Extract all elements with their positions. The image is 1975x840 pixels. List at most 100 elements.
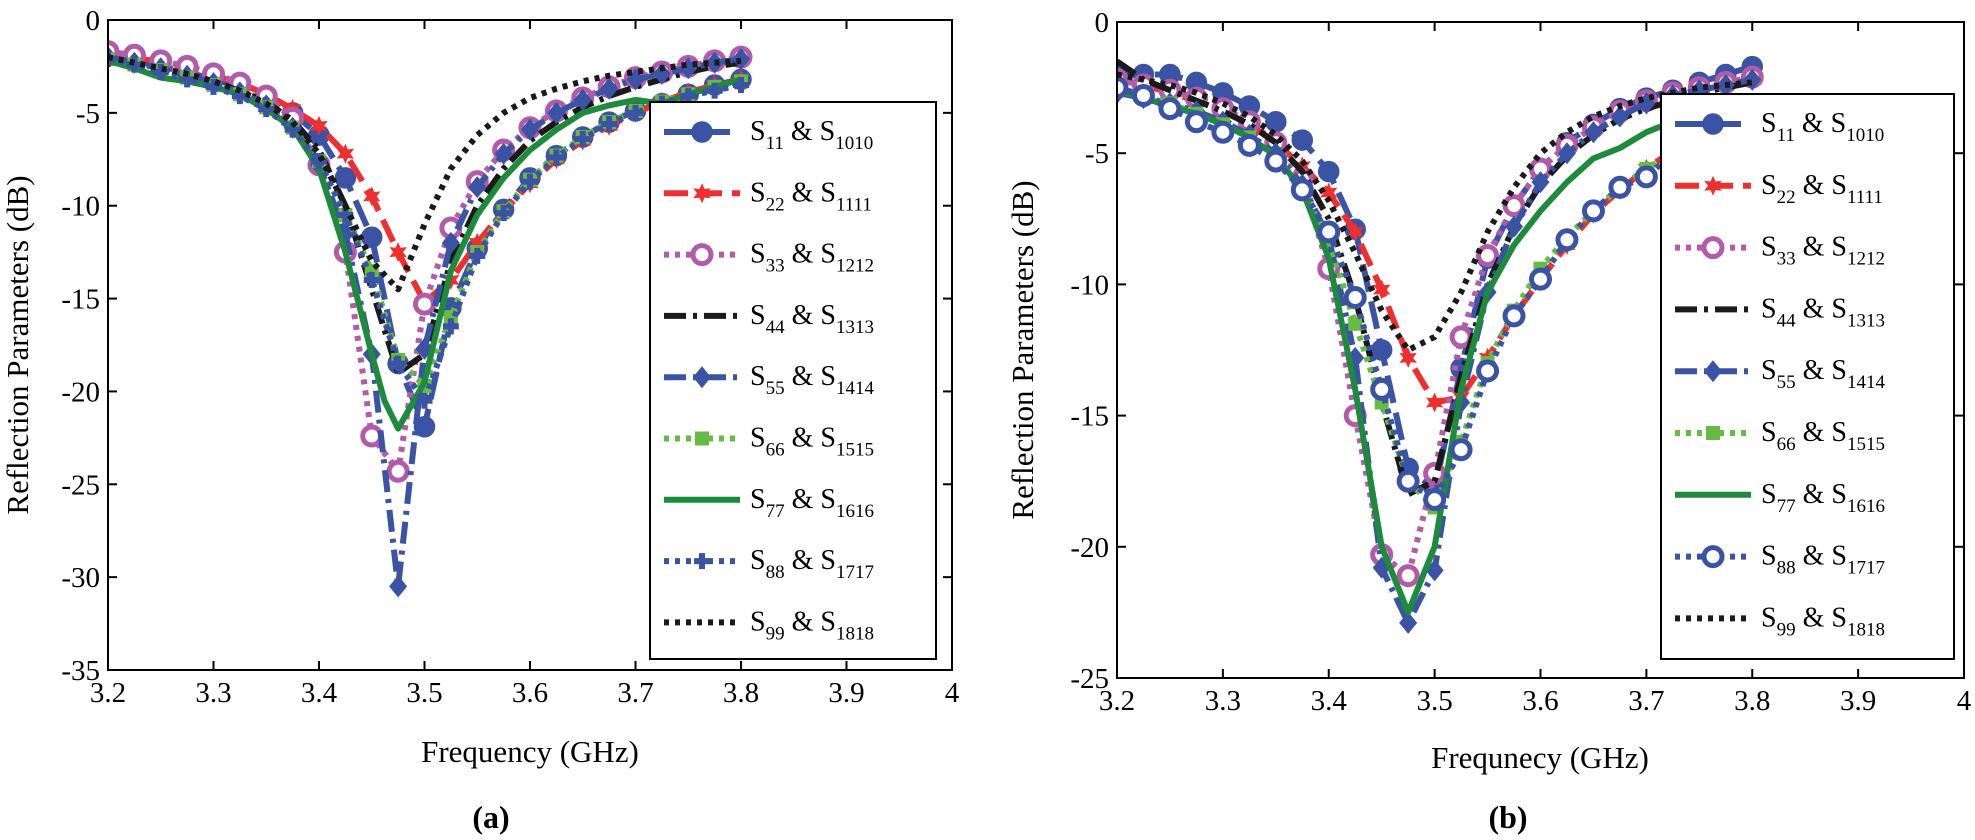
legend-marker-a-22	[693, 183, 711, 204]
data-point-a-22	[389, 242, 407, 263]
data-point-b-11	[1370, 339, 1393, 361]
legend-item-b-44: S44 & S1313	[1675, 293, 1885, 331]
data-point-a-88	[548, 149, 565, 166]
x-tick-label-b: 4	[1957, 685, 1972, 717]
x-tick-label-a: 3.8	[723, 677, 759, 709]
data-point-b-22	[1320, 182, 1338, 203]
data-point-a-88	[390, 355, 407, 372]
data-point-b-11	[1291, 129, 1314, 151]
data-point-a-88	[363, 272, 380, 288]
data-point-b-33	[1396, 564, 1420, 588]
legend-label-b-77: S77 & S1616	[1761, 479, 1885, 517]
data-point-b-88	[1608, 175, 1632, 199]
y-tick-label-a: -35	[61, 655, 100, 687]
legend-item-b-33: S33 & S1212	[1675, 232, 1885, 270]
y-tick-label-a: -30	[61, 562, 100, 594]
legend-item-a-33: S33 & S1212	[664, 239, 874, 277]
data-point-a-88	[627, 104, 644, 121]
data-point-b-55	[1557, 142, 1576, 165]
data-point-b-88	[1158, 97, 1182, 121]
data-point-b-22	[1346, 221, 1364, 242]
legend-marker-b-88	[1701, 545, 1725, 569]
x-tick-label-a: 3.2	[90, 677, 126, 709]
series-line-b-99	[1117, 71, 1753, 353]
x-tick-label-a: 3.4	[301, 677, 338, 709]
legend-marker-b-33	[1701, 236, 1725, 260]
data-point-a-88	[495, 205, 512, 222]
data-point-a-88	[442, 318, 459, 335]
data-point-a-22	[310, 115, 328, 136]
data-point-a-88	[601, 116, 618, 132]
data-point-b-11	[1265, 110, 1287, 133]
data-point-b-88	[1581, 199, 1605, 223]
legend-item-a-22: S22 & S1111	[664, 177, 872, 215]
y-axis-label-a: Reflection Parameters (dB)	[0, 175, 35, 514]
data-point-b-88	[1370, 377, 1394, 401]
series-line-a-44	[108, 54, 742, 376]
series-line-a-22	[108, 50, 742, 306]
series-b-44	[1117, 58, 1753, 498]
series-a-44	[108, 54, 742, 376]
y-tick-label-a: -5	[76, 98, 100, 130]
series-a-99	[108, 54, 742, 293]
legend-label-b-22: S22 & S1111	[1761, 170, 1883, 208]
legend-item-b-22: S22 & S1111	[1675, 170, 1883, 208]
x-tick-label-a: 3.3	[195, 677, 231, 709]
legend-item-a-77: S77 & S1616	[664, 484, 874, 522]
legend-item-b-88: S88 & S1717	[1675, 541, 1885, 579]
x-tick-label-b: 3.4	[1311, 685, 1348, 717]
legend-item-b-55: S55 & S1414	[1675, 355, 1885, 393]
data-point-b-88	[1476, 359, 1500, 383]
legend-item-b-77: S77 & S1616	[1675, 479, 1885, 517]
data-point-a-22	[336, 143, 354, 164]
data-point-b-88	[1184, 110, 1208, 134]
series-line-b-66	[1117, 84, 1754, 511]
legend-label-a-88: S88 & S1717	[750, 545, 874, 583]
legend-label-b-88: S88 & S1717	[1761, 541, 1885, 579]
series-a-77	[108, 58, 742, 432]
data-point-a-55	[441, 231, 460, 254]
data-point-a-11	[334, 167, 357, 189]
data-point-b-88	[1131, 83, 1155, 107]
data-point-a-88	[205, 78, 222, 95]
panel-label-b: (b)	[1488, 799, 1527, 835]
legend-marker-a-11	[691, 121, 713, 143]
data-point-a-88	[733, 77, 749, 93]
y-tick-label-a: -10	[61, 191, 100, 223]
data-point-b-88	[1211, 120, 1235, 144]
data-point-a-88	[108, 51, 116, 67]
data-point-b-88	[1634, 165, 1658, 189]
legend-label-a-55: S55 & S1414	[750, 361, 874, 399]
x-tick-label-b: 3.8	[1734, 685, 1770, 717]
legend-label-b-99: S99 & S1818	[1761, 602, 1885, 640]
data-point-a-55	[600, 77, 619, 100]
legend-label-b-44: S44 & S1313	[1761, 293, 1885, 331]
x-axis-label-b: Frequnecy (GHz)	[1431, 740, 1649, 775]
data-point-b-22	[1426, 392, 1444, 413]
legend-item-a-88: S88 & S1717	[664, 545, 874, 583]
legend-label-a-99: S99 & S1818	[750, 606, 874, 644]
data-point-b-66	[1348, 316, 1363, 331]
data-point-a-55	[389, 575, 408, 598]
series-layer-a	[108, 40, 753, 598]
legend-marker-b-22	[1704, 175, 1722, 196]
y-axis-label-b: Reflection Parameters (dB)	[1005, 180, 1040, 519]
data-point-b-88	[1502, 304, 1526, 328]
y-tick-label-a: 0	[86, 5, 101, 37]
data-point-b-55	[1531, 171, 1550, 194]
data-point-b-88	[1423, 488, 1447, 512]
x-tick-label-a: 3.5	[406, 677, 442, 709]
data-point-b-33	[1502, 194, 1526, 218]
legend-marker-b-66	[1706, 426, 1720, 440]
legend-item-b-99: S99 & S1818	[1675, 602, 1885, 640]
panel-label-a: (a)	[472, 799, 509, 835]
ticks-layer-a: 3.2 3.3 3.4 3.5 3.6 3.7 3.8 3.9 4 0 -5 -10 -15 -20 -25…	[61, 5, 959, 709]
series-line-b-88	[1117, 84, 1754, 503]
y-tick-label-b: -10	[1070, 269, 1109, 301]
legend-a: S11 & S1010 S22 & S1111 S33 & S1212 S44 & S…	[649, 101, 937, 660]
x-tick-label-b: 3.2	[1099, 685, 1135, 717]
legend-marker-a-33	[690, 243, 714, 267]
x-tick-label-a: 3.9	[828, 677, 864, 709]
x-tick-label-a: 3.6	[512, 677, 548, 709]
series-line-a-77	[108, 58, 742, 432]
